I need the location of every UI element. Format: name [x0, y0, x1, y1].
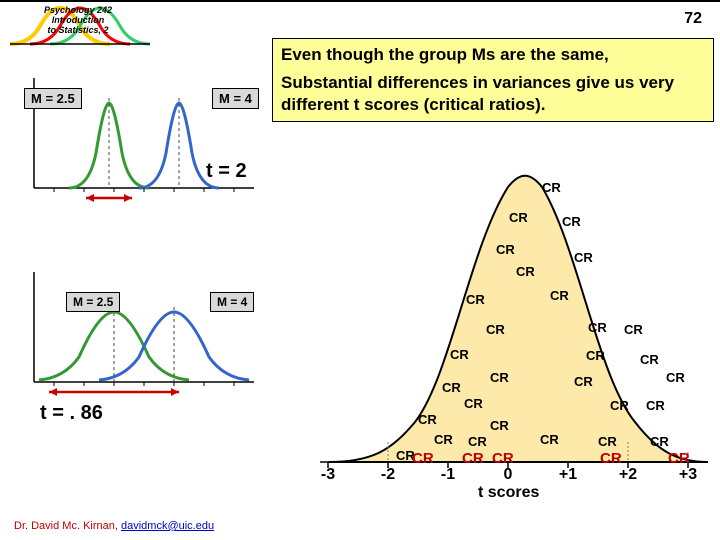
- cr-label: CR: [418, 412, 437, 427]
- cr-label: CR: [490, 370, 509, 385]
- bell-axis-title: t scores: [478, 484, 539, 502]
- narrow-distributions-plot: [14, 58, 260, 208]
- cr-label: CR: [468, 434, 487, 449]
- cr-label: CR: [586, 348, 605, 363]
- course-line2: Introduction: [52, 15, 105, 25]
- cr-label: CR: [598, 434, 617, 449]
- wide-distributions-plot: [14, 252, 260, 402]
- footer: Dr. David Mc. Kirnan, davidmck@uic.edu: [14, 520, 214, 532]
- narrow-mean2-label: M = 4: [212, 88, 259, 109]
- narrow-t-label: t = 2: [206, 160, 247, 183]
- bell-xtick: +3: [673, 466, 703, 484]
- bell-xtick: +2: [613, 466, 643, 484]
- cr-label: CR: [434, 432, 453, 447]
- course-label: Psychology 242 Introduction to Statistic…: [44, 6, 112, 36]
- cr-label: CR: [466, 292, 485, 307]
- cr-label-tail: CR: [492, 450, 514, 467]
- cr-label-tail: CR: [462, 450, 484, 467]
- bell-xtick: 0: [493, 466, 523, 484]
- slide-number: 72: [684, 10, 702, 28]
- cr-label: CR: [540, 432, 559, 447]
- cr-label: CR: [562, 214, 581, 229]
- bell-xtick: -3: [313, 466, 343, 484]
- cr-label: CR: [490, 418, 509, 433]
- cr-label-tail: CR: [600, 450, 622, 467]
- cr-label: CR: [650, 434, 669, 449]
- cr-label: CR: [464, 396, 483, 411]
- narrow-mean1-label: M = 2.5: [24, 88, 82, 109]
- cr-label: CR: [550, 288, 569, 303]
- cr-label: CR: [496, 242, 515, 257]
- wide-t-label: t = . 86: [40, 402, 103, 425]
- cr-label: CR: [442, 380, 461, 395]
- cr-label: CR: [610, 398, 629, 413]
- wide-mean2-label: M = 4: [210, 292, 254, 312]
- footer-email-link[interactable]: davidmck@uic.edu: [121, 520, 214, 532]
- cr-label: CR: [486, 322, 505, 337]
- cr-label: CR: [542, 180, 561, 195]
- message-box: Even though the group Ms are the same, S…: [272, 38, 714, 122]
- cr-label-tail: CR: [412, 450, 434, 467]
- cr-label-tail: CR: [668, 450, 690, 467]
- message-line2: Substantial differences in variances giv…: [281, 72, 705, 116]
- wide-mean1-label: M = 2.5: [66, 292, 120, 312]
- bell-xtick: -1: [433, 466, 463, 484]
- message-line1: Even though the group Ms are the same,: [281, 44, 705, 66]
- cr-label: CR: [574, 374, 593, 389]
- cr-label: CR: [624, 322, 643, 337]
- course-line3: to Statistics, 2: [48, 25, 109, 35]
- cr-label: CR: [666, 370, 685, 385]
- cr-label: CR: [574, 250, 593, 265]
- course-line1: Psychology 242: [44, 5, 112, 15]
- cr-label: CR: [646, 398, 665, 413]
- cr-label: CR: [640, 352, 659, 367]
- bell-xtick: -2: [373, 466, 403, 484]
- cr-label: CR: [516, 264, 535, 279]
- cr-label: CR: [450, 347, 469, 362]
- bell-xtick: +1: [553, 466, 583, 484]
- footer-author: Dr. David Mc. Kirnan,: [14, 520, 121, 532]
- cr-label: CR: [509, 210, 528, 225]
- cr-label: CR: [588, 320, 607, 335]
- bell-curve-plot: CRCRCRCRCRCRCRCRCRCRCRCRCRCRCRCRCRCRCRCR…: [310, 152, 710, 512]
